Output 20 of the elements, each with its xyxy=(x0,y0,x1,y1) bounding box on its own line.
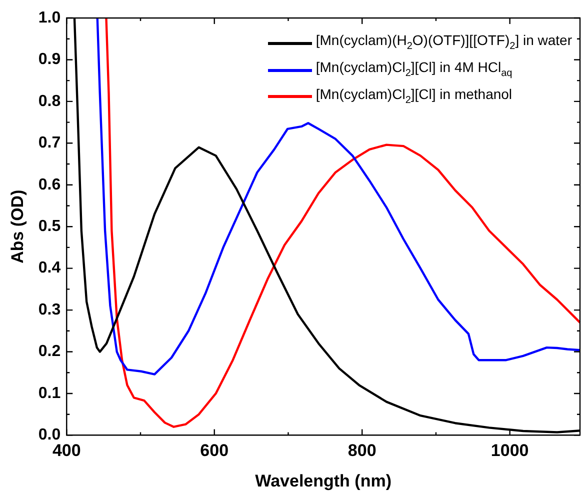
y-tick-label: 0.0 xyxy=(38,426,61,444)
y-tick-label: 0.6 xyxy=(38,176,61,194)
y-tick-label: 0.5 xyxy=(38,218,61,236)
y-tick-label: 1.0 xyxy=(38,9,61,26)
y-tick-label: 0.4 xyxy=(38,260,61,277)
x-tick-label: 1000 xyxy=(490,441,529,460)
y-tick-label: 0.3 xyxy=(38,301,61,318)
y-tick-label: 0.2 xyxy=(38,343,61,360)
y-tick-label: 0.1 xyxy=(38,384,61,402)
legend-label: [Mn(cyclam)Cl$_{2}$][Cl] in methanol xyxy=(316,84,512,108)
x-tick-label: 400 xyxy=(52,441,81,460)
y-tick-label: 0.7 xyxy=(38,134,61,152)
y-tick-label: 0.9 xyxy=(38,51,61,68)
x-tick-label: 600 xyxy=(200,441,229,460)
x-axis-title: Wavelength (nm) xyxy=(255,471,392,490)
legend-label: [Mn(cyclam)(H$_{2}$O)(OTF)][[OTF)$_{2}$] in water xyxy=(316,31,572,54)
x-tick-label: 800 xyxy=(348,441,376,460)
y-tick-label: 0.8 xyxy=(38,92,61,110)
legend-label: [Mn(cyclam)Cl$_{2}$][Cl] in 4M HCl$_{aq}$ xyxy=(316,58,512,81)
y-axis-title: Abs (OD) xyxy=(8,190,27,264)
